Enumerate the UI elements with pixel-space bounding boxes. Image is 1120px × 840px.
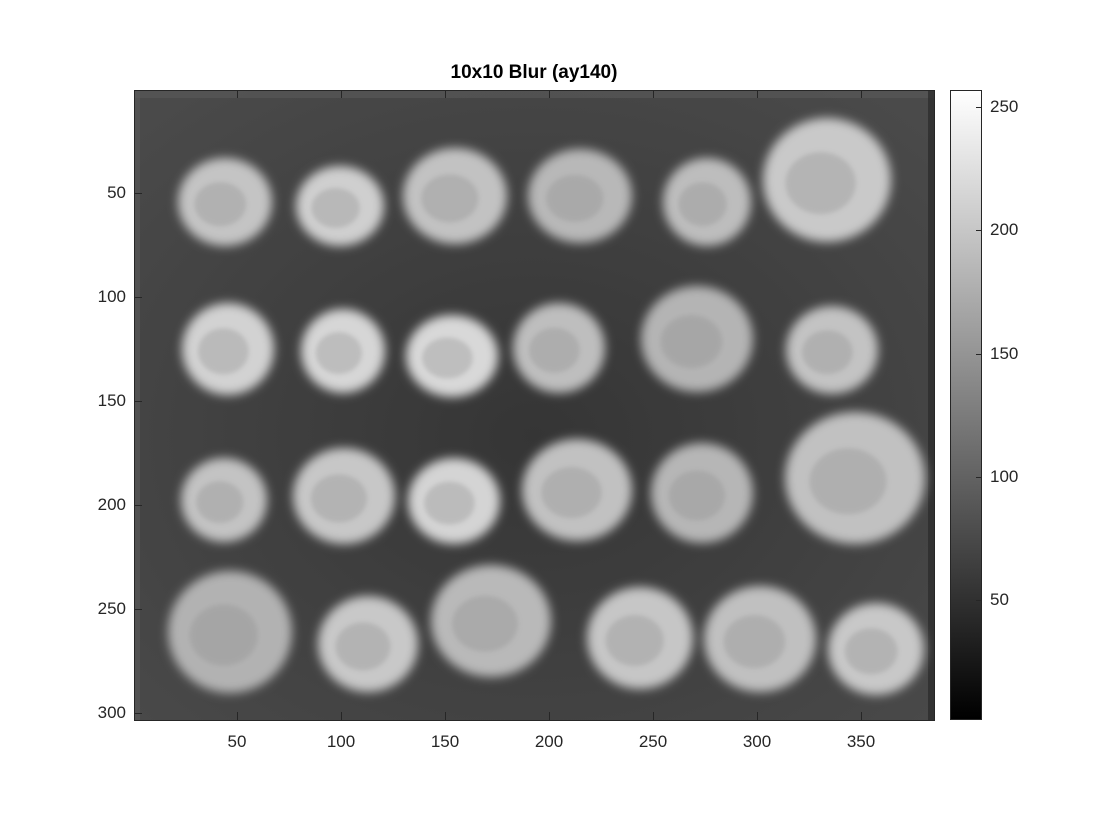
coin-detail — [802, 330, 853, 375]
y-tick-label: 200 — [97, 495, 126, 514]
colorbar[interactable] — [950, 90, 982, 720]
coin-detail — [529, 327, 580, 373]
coin-detail — [605, 615, 664, 667]
x-tick-top — [653, 90, 654, 98]
figure-title: 10x10 Blur (ay140) — [450, 62, 618, 83]
coin-detail — [452, 595, 518, 652]
coin-detail — [315, 332, 362, 375]
coin-detail — [196, 481, 244, 524]
x-tick-top — [549, 90, 550, 98]
colorbar-tick-label: 50 — [990, 590, 1009, 609]
x-tick-label: 350 — [846, 732, 876, 751]
x-tick-top — [237, 90, 238, 98]
x-tick — [341, 712, 342, 720]
y-tick — [134, 609, 142, 610]
coin-detail — [546, 174, 604, 222]
y-tick — [134, 193, 142, 194]
y-tick-label: 150 — [97, 391, 126, 410]
x-tick-top — [341, 90, 342, 98]
colorbar-tick — [976, 354, 982, 355]
colorbar-tick — [976, 477, 982, 478]
coin-detail — [421, 174, 479, 223]
y-tick — [134, 713, 142, 714]
x-tick — [861, 712, 862, 720]
coin-detail — [335, 622, 391, 671]
x-tick-top — [861, 90, 862, 98]
x-tick — [237, 712, 238, 720]
x-tick-label: 100 — [326, 732, 356, 751]
coin-detail — [809, 448, 887, 515]
coin-detail — [424, 481, 475, 525]
blurred-coins-image — [134, 90, 934, 720]
colorbar-tick-label: 150 — [990, 344, 1019, 363]
x-tick — [445, 712, 446, 720]
y-tick — [134, 505, 142, 506]
x-tick-label: 50 — [227, 732, 247, 751]
colorbar-tick-label: 200 — [990, 220, 1019, 239]
coin-detail — [198, 328, 249, 375]
colorbar-tick — [976, 600, 982, 601]
x-tick-label: 300 — [742, 732, 772, 751]
coin-detail — [194, 182, 247, 227]
coin-detail — [785, 152, 856, 215]
x-tick-label: 250 — [638, 732, 668, 751]
coin-detail — [668, 470, 725, 521]
coin-detail — [660, 315, 723, 369]
x-tick — [653, 712, 654, 720]
coin-detail — [844, 628, 898, 675]
y-tick-label: 50 — [107, 183, 126, 202]
x-tick-top — [757, 90, 758, 98]
y-tick-label: 250 — [97, 599, 126, 618]
image-display[interactable] — [134, 90, 934, 720]
x-tick-label: 150 — [430, 732, 460, 751]
colorbar-tick — [976, 230, 982, 231]
colorbar-tick-label: 250 — [990, 97, 1019, 116]
x-tick-top — [445, 90, 446, 98]
coin-detail — [723, 615, 786, 669]
x-tick — [757, 712, 758, 720]
y-tick — [134, 401, 142, 402]
coin-detail — [189, 604, 258, 666]
coin-detail — [541, 467, 602, 519]
y-tick-label: 300 — [97, 703, 126, 722]
coin-detail — [311, 188, 360, 228]
x-tick — [549, 712, 550, 720]
coin-detail — [422, 337, 473, 379]
x-tick-label: 200 — [534, 732, 564, 751]
coin-detail — [310, 474, 367, 523]
colorbar-tick-label: 100 — [990, 467, 1019, 486]
colorbar-tick — [976, 107, 982, 108]
coin-detail — [678, 182, 727, 227]
y-tick — [134, 297, 142, 298]
y-tick-label: 100 — [97, 287, 126, 306]
